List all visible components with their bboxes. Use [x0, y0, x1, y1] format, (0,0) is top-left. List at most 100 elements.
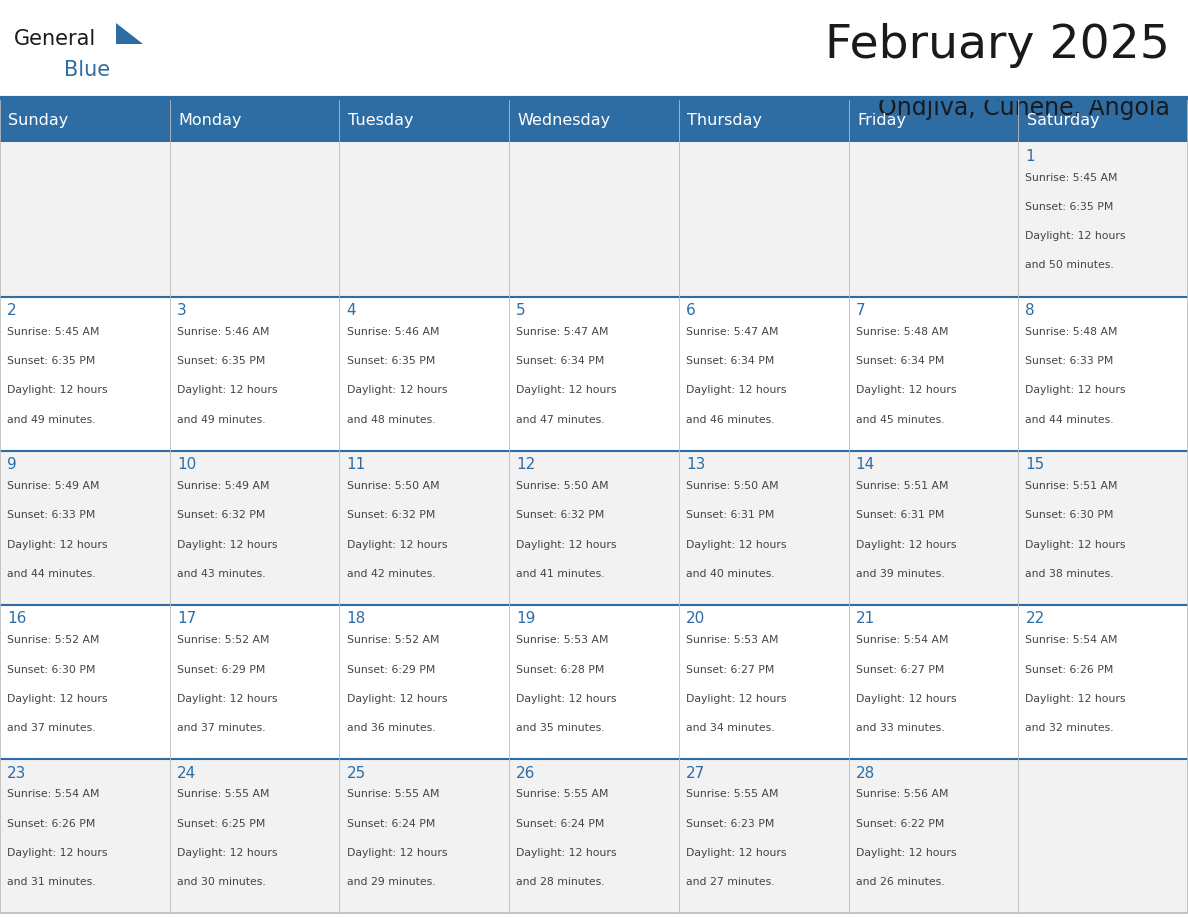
Text: Sunrise: 5:53 AM: Sunrise: 5:53 AM: [517, 635, 608, 645]
Bar: [340, 142, 510, 297]
Text: and 45 minutes.: and 45 minutes.: [855, 415, 944, 425]
Text: Sunrise: 5:54 AM: Sunrise: 5:54 AM: [7, 789, 100, 800]
Text: Sunset: 6:30 PM: Sunset: 6:30 PM: [7, 665, 95, 675]
Text: Sunrise: 5:48 AM: Sunrise: 5:48 AM: [855, 327, 948, 337]
Text: 27: 27: [685, 766, 706, 780]
Text: Sunrise: 5:50 AM: Sunrise: 5:50 AM: [347, 481, 440, 491]
Text: 10: 10: [177, 457, 196, 472]
Text: Daylight: 12 hours: Daylight: 12 hours: [517, 694, 617, 704]
Text: 24: 24: [177, 766, 196, 780]
Text: and 34 minutes.: and 34 minutes.: [685, 723, 775, 733]
Bar: [678, 605, 848, 759]
Text: Sunset: 6:25 PM: Sunset: 6:25 PM: [177, 819, 265, 829]
Text: Sunset: 6:31 PM: Sunset: 6:31 PM: [855, 510, 944, 521]
Text: Sunset: 6:35 PM: Sunset: 6:35 PM: [347, 356, 435, 366]
Bar: [848, 759, 1018, 913]
Bar: [848, 451, 1018, 605]
Text: Sunset: 6:31 PM: Sunset: 6:31 PM: [685, 510, 775, 521]
Text: Daylight: 12 hours: Daylight: 12 hours: [517, 848, 617, 858]
Text: and 36 minutes.: and 36 minutes.: [347, 723, 435, 733]
Bar: [1018, 142, 1188, 297]
Text: and 29 minutes.: and 29 minutes.: [347, 878, 435, 888]
Text: Sunrise: 5:51 AM: Sunrise: 5:51 AM: [1025, 481, 1118, 491]
Bar: [170, 297, 340, 451]
Bar: [1018, 451, 1188, 605]
Text: Sunrise: 5:47 AM: Sunrise: 5:47 AM: [685, 327, 778, 337]
Bar: [170, 451, 340, 605]
Text: Sunset: 6:26 PM: Sunset: 6:26 PM: [1025, 665, 1114, 675]
Bar: [678, 297, 848, 451]
Text: Daylight: 12 hours: Daylight: 12 hours: [517, 386, 617, 396]
Text: 9: 9: [7, 457, 17, 472]
Text: Daylight: 12 hours: Daylight: 12 hours: [685, 386, 786, 396]
Text: and 31 minutes.: and 31 minutes.: [7, 878, 96, 888]
Text: Sunrise: 5:51 AM: Sunrise: 5:51 AM: [855, 481, 948, 491]
Text: 16: 16: [7, 611, 26, 626]
Text: and 35 minutes.: and 35 minutes.: [517, 723, 605, 733]
Polygon shape: [116, 23, 143, 44]
Text: and 48 minutes.: and 48 minutes.: [347, 415, 435, 425]
Text: 8: 8: [1025, 303, 1035, 318]
Text: Sunset: 6:24 PM: Sunset: 6:24 PM: [347, 819, 435, 829]
Text: Daylight: 12 hours: Daylight: 12 hours: [7, 848, 108, 858]
Text: Tuesday: Tuesday: [348, 113, 413, 128]
Text: 19: 19: [517, 611, 536, 626]
Text: Sunset: 6:27 PM: Sunset: 6:27 PM: [855, 665, 944, 675]
Text: Sunrise: 5:54 AM: Sunrise: 5:54 AM: [1025, 635, 1118, 645]
Text: Friday: Friday: [857, 113, 906, 128]
Text: 14: 14: [855, 457, 874, 472]
Text: Daylight: 12 hours: Daylight: 12 hours: [1025, 540, 1126, 550]
Bar: [678, 142, 848, 297]
Bar: [340, 759, 510, 913]
Text: Sunrise: 5:55 AM: Sunrise: 5:55 AM: [177, 789, 270, 800]
Text: 21: 21: [855, 611, 874, 626]
Text: Sunrise: 5:55 AM: Sunrise: 5:55 AM: [685, 789, 778, 800]
Text: Monday: Monday: [178, 113, 241, 128]
Text: Sunrise: 5:52 AM: Sunrise: 5:52 AM: [177, 635, 270, 645]
Text: Sunrise: 5:50 AM: Sunrise: 5:50 AM: [685, 481, 778, 491]
Text: and 37 minutes.: and 37 minutes.: [177, 723, 265, 733]
Bar: [510, 142, 678, 297]
Text: Sunrise: 5:46 AM: Sunrise: 5:46 AM: [347, 327, 440, 337]
Text: Sunset: 6:29 PM: Sunset: 6:29 PM: [177, 665, 265, 675]
Text: Sunset: 6:35 PM: Sunset: 6:35 PM: [177, 356, 265, 366]
Text: Sunset: 6:32 PM: Sunset: 6:32 PM: [347, 510, 435, 521]
Text: Daylight: 12 hours: Daylight: 12 hours: [855, 848, 956, 858]
Text: and 32 minutes.: and 32 minutes.: [1025, 723, 1114, 733]
Text: and 49 minutes.: and 49 minutes.: [177, 415, 265, 425]
Bar: [340, 297, 510, 451]
Text: Daylight: 12 hours: Daylight: 12 hours: [177, 540, 277, 550]
Text: Daylight: 12 hours: Daylight: 12 hours: [1025, 386, 1126, 396]
Text: Sunset: 6:24 PM: Sunset: 6:24 PM: [517, 819, 605, 829]
Bar: [848, 142, 1018, 297]
Text: Sunset: 6:23 PM: Sunset: 6:23 PM: [685, 819, 775, 829]
Text: Sunset: 6:35 PM: Sunset: 6:35 PM: [1025, 202, 1114, 212]
Text: Sunset: 6:32 PM: Sunset: 6:32 PM: [517, 510, 605, 521]
Text: Daylight: 12 hours: Daylight: 12 hours: [685, 694, 786, 704]
Text: Daylight: 12 hours: Daylight: 12 hours: [1025, 231, 1126, 241]
Text: 6: 6: [685, 303, 696, 318]
Text: Daylight: 12 hours: Daylight: 12 hours: [177, 694, 277, 704]
Text: Daylight: 12 hours: Daylight: 12 hours: [855, 540, 956, 550]
Text: Sunset: 6:34 PM: Sunset: 6:34 PM: [855, 356, 944, 366]
Text: Daylight: 12 hours: Daylight: 12 hours: [685, 540, 786, 550]
Bar: [510, 759, 678, 913]
Text: Daylight: 12 hours: Daylight: 12 hours: [7, 386, 108, 396]
Text: Wednesday: Wednesday: [518, 113, 611, 128]
Text: and 26 minutes.: and 26 minutes.: [855, 878, 944, 888]
Text: and 41 minutes.: and 41 minutes.: [517, 569, 605, 579]
Bar: [510, 451, 678, 605]
Text: Daylight: 12 hours: Daylight: 12 hours: [517, 540, 617, 550]
Text: Sunrise: 5:49 AM: Sunrise: 5:49 AM: [7, 481, 100, 491]
Bar: [678, 759, 848, 913]
Text: and 44 minutes.: and 44 minutes.: [7, 569, 96, 579]
Text: Ondjiva, Cunene, Angola: Ondjiva, Cunene, Angola: [878, 96, 1170, 120]
Text: Thursday: Thursday: [687, 113, 763, 128]
Text: Daylight: 12 hours: Daylight: 12 hours: [1025, 694, 1126, 704]
Text: Sunrise: 5:48 AM: Sunrise: 5:48 AM: [1025, 327, 1118, 337]
Bar: [170, 759, 340, 913]
Bar: [1018, 297, 1188, 451]
Text: 4: 4: [347, 303, 356, 318]
Text: 5: 5: [517, 303, 526, 318]
Text: Sunset: 6:29 PM: Sunset: 6:29 PM: [347, 665, 435, 675]
